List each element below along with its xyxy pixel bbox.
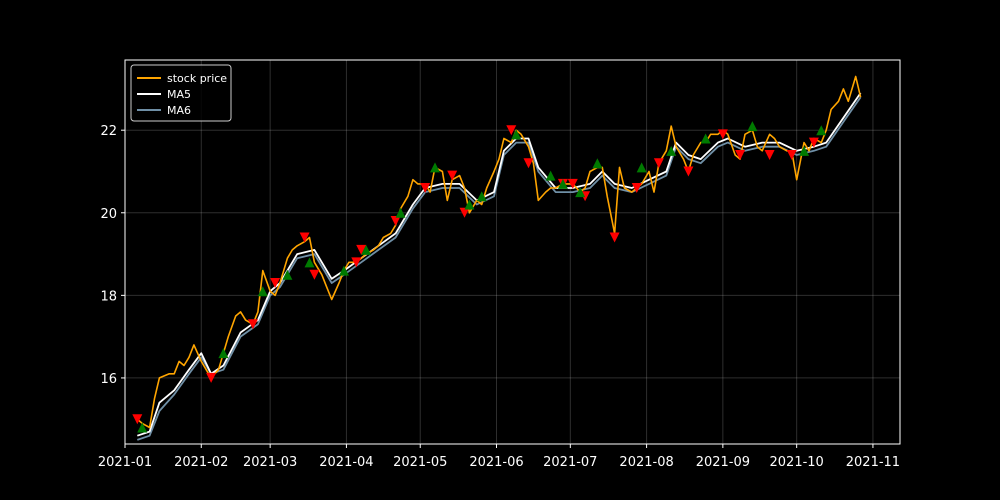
buy-marker: [476, 191, 487, 202]
signal-markers: [132, 121, 827, 433]
x-tick-label: 2021-11: [846, 455, 900, 470]
buy-marker: [592, 158, 603, 169]
sell-marker: [247, 319, 258, 330]
buy-marker: [282, 269, 293, 280]
sell-marker: [447, 170, 458, 181]
series-line-ma6: [137, 96, 862, 441]
buy-marker: [747, 121, 758, 132]
legend-label: MA5: [167, 88, 191, 101]
sell-marker: [735, 149, 746, 160]
legend: stock price MA5 MA6: [130, 64, 232, 122]
buy-marker: [361, 244, 372, 255]
y-tick-label: 22: [100, 124, 117, 139]
sell-marker: [390, 216, 401, 227]
sell-marker: [132, 414, 143, 425]
x-tick-label: 2021-02: [174, 455, 228, 470]
series-line-ma5: [137, 92, 862, 437]
sell-marker: [717, 129, 728, 140]
buy-marker: [304, 257, 315, 268]
buy-marker: [257, 286, 268, 297]
buy-marker: [395, 207, 406, 218]
y-tick-label: 18: [100, 289, 117, 304]
sell-marker: [808, 137, 819, 148]
buy-marker: [799, 145, 810, 156]
buy-marker: [464, 199, 475, 210]
y-tick-label: 20: [100, 207, 117, 222]
y-tick-label: 16: [100, 372, 117, 387]
legend-label: stock price: [167, 72, 227, 85]
x-axis: 2021-01 2021-02 2021-03 2021-04 2021-05 2021-…: [98, 444, 900, 470]
sell-marker: [567, 178, 578, 189]
x-tick-label: 2021-03: [243, 455, 297, 470]
buy-marker: [511, 129, 522, 140]
sell-marker: [459, 207, 470, 218]
x-tick-label: 2021-10: [770, 455, 824, 470]
sell-marker: [683, 166, 694, 177]
buy-marker: [636, 162, 647, 173]
legend-label: MA6: [167, 104, 191, 117]
sell-marker: [351, 257, 362, 268]
sell-marker: [206, 372, 217, 383]
sell-marker: [764, 149, 775, 160]
x-tick-label: 2021-09: [696, 455, 750, 470]
x-tick-label: 2021-05: [393, 455, 447, 470]
x-tick-label: 2021-08: [619, 455, 673, 470]
sell-marker: [653, 158, 664, 169]
buy-marker: [557, 178, 568, 189]
buy-marker: [137, 422, 148, 433]
buy-marker: [545, 170, 556, 181]
sell-marker: [631, 183, 642, 193]
sell-marker: [420, 183, 431, 193]
x-tick-label: 2021-04: [319, 455, 373, 470]
buy-marker: [338, 265, 349, 276]
sell-marker: [786, 149, 797, 160]
x-tick-label: 2021-01: [98, 455, 152, 470]
x-tick-label: 2021-06: [469, 455, 523, 470]
x-tick-label: 2021-07: [543, 455, 597, 470]
sell-marker: [356, 244, 367, 255]
buy-marker: [575, 187, 586, 198]
buy-marker: [218, 348, 229, 359]
sell-marker: [609, 232, 620, 243]
buy-marker: [700, 133, 711, 144]
buy-marker: [816, 125, 827, 136]
sell-marker: [523, 158, 534, 169]
buy-marker: [430, 162, 440, 173]
sell-marker: [270, 277, 281, 288]
sell-marker: [506, 125, 517, 136]
y-axis: 16 18 20 22: [100, 124, 125, 387]
buy-marker: [666, 145, 677, 156]
sell-marker: [309, 269, 320, 280]
plot-frame: [124, 59, 901, 445]
sell-marker: [299, 232, 310, 243]
